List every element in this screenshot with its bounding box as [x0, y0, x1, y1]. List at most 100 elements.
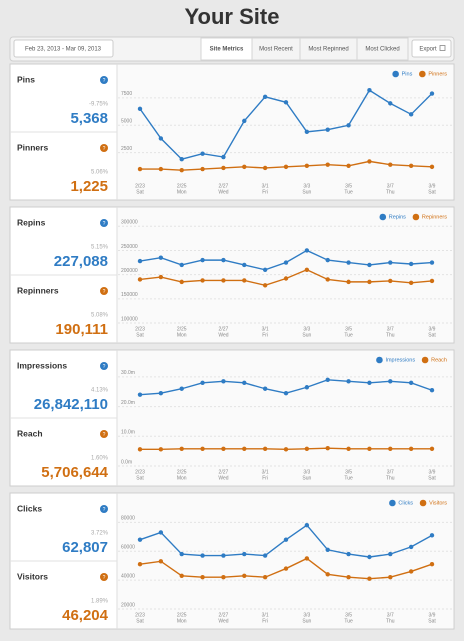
metric-value: 62,807 [62, 539, 108, 556]
data-point [262, 165, 268, 171]
x-tick-day: Sat [428, 475, 436, 481]
x-tick-label: 3/5 [345, 469, 352, 475]
x-tick-label: 3/5 [345, 612, 352, 618]
data-point [304, 248, 310, 253]
data-point [242, 118, 247, 124]
help-icon[interactable] [100, 76, 108, 84]
tab[interactable] [356, 37, 409, 61]
x-tick-day: Fri [262, 475, 268, 481]
help-icon[interactable] [100, 505, 108, 513]
metric-value: 5,706,644 [41, 464, 108, 481]
help-icon[interactable] [100, 430, 108, 438]
x-tick-day: Sun [302, 618, 311, 624]
export-icon [439, 45, 446, 51]
data-point [200, 446, 205, 451]
chart-area [117, 208, 453, 342]
help-icon[interactable] [100, 144, 108, 152]
metric-name: Repinners [17, 285, 59, 295]
data-point [408, 163, 414, 168]
x-tick-day: Thu [386, 618, 395, 624]
data-point [367, 88, 372, 93]
data-point [325, 547, 330, 552]
legend-swatch [389, 499, 396, 507]
metric-change: 5.06% [91, 170, 109, 176]
tab-label[interactable]: Most Repinned [308, 47, 348, 53]
legend-label: Clicks [398, 500, 413, 506]
help-icon[interactable] [100, 362, 108, 370]
data-point [137, 562, 143, 567]
x-tick-label: 3/3 [303, 612, 310, 618]
date-range[interactable]: Feb 23, 2013 - Mar 09, 2013 [25, 47, 102, 53]
data-point [221, 553, 226, 558]
help-mark: ? [103, 289, 106, 295]
x-tick-label: 3/7 [387, 326, 394, 332]
x-tick-day: Sat [428, 189, 436, 195]
export-label[interactable]: Export [419, 47, 437, 53]
data-point [158, 166, 164, 172]
x-tick-day: Wed [218, 475, 228, 481]
data-point [179, 262, 184, 268]
page-title: Your Site [185, 4, 280, 29]
data-point [346, 379, 351, 384]
export-button[interactable] [411, 39, 452, 58]
data-point [388, 278, 393, 284]
y-tick-label: 60000 [121, 545, 135, 551]
data-point [346, 279, 351, 285]
data-point [262, 446, 268, 451]
metric-change: 5.15% [91, 245, 109, 251]
tab-label[interactable]: Most Recent [259, 47, 293, 53]
x-tick-day: Fri [262, 332, 268, 338]
x-tick-label: 3/1 [262, 612, 269, 618]
data-point [346, 123, 351, 128]
y-tick-label: 20000 [121, 602, 135, 608]
data-point [200, 278, 205, 283]
data-point [158, 391, 164, 396]
metric-change: 3.72% [91, 531, 109, 537]
data-point [221, 379, 226, 384]
data-point [388, 446, 393, 451]
x-tick-label: 2/23 [135, 326, 145, 332]
x-tick-label: 3/1 [262, 326, 269, 332]
tab-label[interactable]: Site Metrics [210, 47, 244, 53]
x-tick-day: Sat [136, 189, 144, 195]
data-point [367, 576, 372, 581]
data-point [221, 154, 226, 160]
x-tick-day: Fri [262, 189, 268, 195]
y-tick-label: 150000 [121, 292, 138, 298]
x-tick-label: 2/23 [135, 612, 145, 618]
help-icon[interactable] [100, 219, 108, 227]
chart-area [117, 494, 453, 628]
help-icon[interactable] [100, 287, 108, 295]
help-icon[interactable] [100, 573, 108, 581]
data-point [429, 388, 435, 393]
data-point [283, 391, 289, 396]
x-tick-day: Thu [386, 332, 395, 338]
x-tick-day: Mon [177, 618, 187, 624]
chart-area [117, 65, 453, 199]
metric-name: Reach [17, 428, 43, 438]
legend-label: Repinners [422, 214, 447, 220]
tab-label[interactable]: Most Clicked [365, 47, 399, 53]
date-range-box[interactable] [13, 39, 114, 58]
x-tick-label: 3/3 [303, 469, 310, 475]
help-mark: ? [103, 575, 106, 581]
data-point [137, 258, 143, 264]
x-tick-day: Wed [218, 618, 228, 624]
x-tick-day: Sat [136, 332, 144, 338]
data-point [367, 380, 372, 385]
data-point [137, 447, 143, 452]
y-tick-label: 0.0m [121, 459, 132, 465]
x-tick-label: 2/27 [219, 469, 229, 475]
x-tick-day: Sat [136, 618, 144, 624]
data-point [242, 446, 247, 451]
x-tick-label: 3/5 [345, 183, 352, 189]
data-point [367, 554, 372, 560]
legend-label: Impressions [385, 357, 415, 363]
x-tick-day: Mon [177, 475, 187, 481]
data-point [408, 380, 414, 385]
metric-value: 26,842,110 [34, 396, 108, 413]
x-tick-day: Sun [302, 189, 311, 195]
data-point [179, 157, 184, 162]
help-mark: ? [103, 364, 106, 370]
data-point [137, 277, 143, 282]
